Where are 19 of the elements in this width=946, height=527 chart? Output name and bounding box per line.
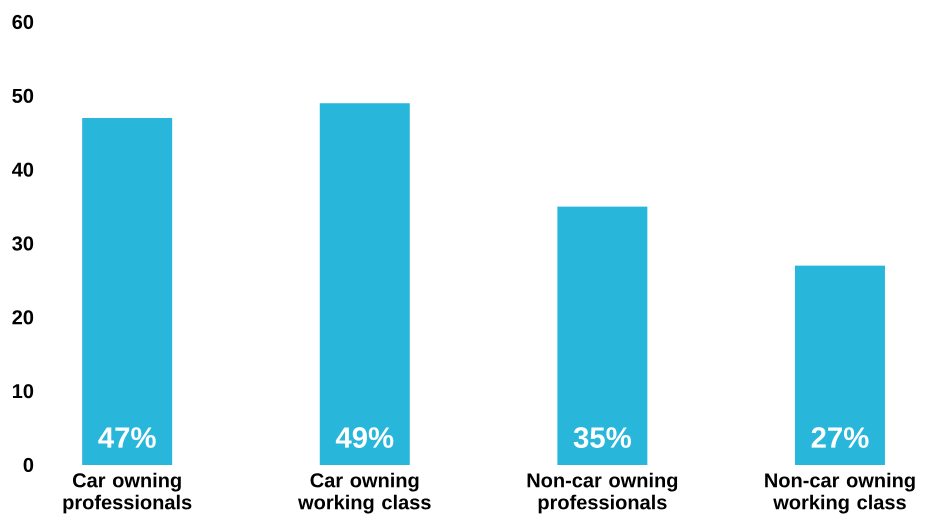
y-tick-label: 50 <box>12 88 34 103</box>
data-label: 47% <box>98 427 156 448</box>
y-tick-label: 40 <box>12 162 34 177</box>
bar <box>320 103 410 465</box>
y-tick-label: 10 <box>12 384 34 398</box>
x-tick-label: Car owning working class <box>298 472 431 514</box>
bar <box>82 118 172 465</box>
data-label: 27% <box>812 427 869 448</box>
data-label: 35% <box>574 427 631 448</box>
bar <box>794 266 885 465</box>
x-tick-label: Non-car owning working class <box>765 472 915 514</box>
data-label: 49% <box>336 427 394 448</box>
bar <box>557 206 648 465</box>
y-tick-label: 30 <box>12 236 34 251</box>
x-tick-label: Non-car owning professionals <box>528 472 678 514</box>
y-tick-label: 20 <box>12 310 34 324</box>
y-tick-label: 60 <box>12 14 34 30</box>
y-tick-label: 0 <box>24 458 34 472</box>
x-tick-label: Car owning professionals <box>63 472 192 514</box>
